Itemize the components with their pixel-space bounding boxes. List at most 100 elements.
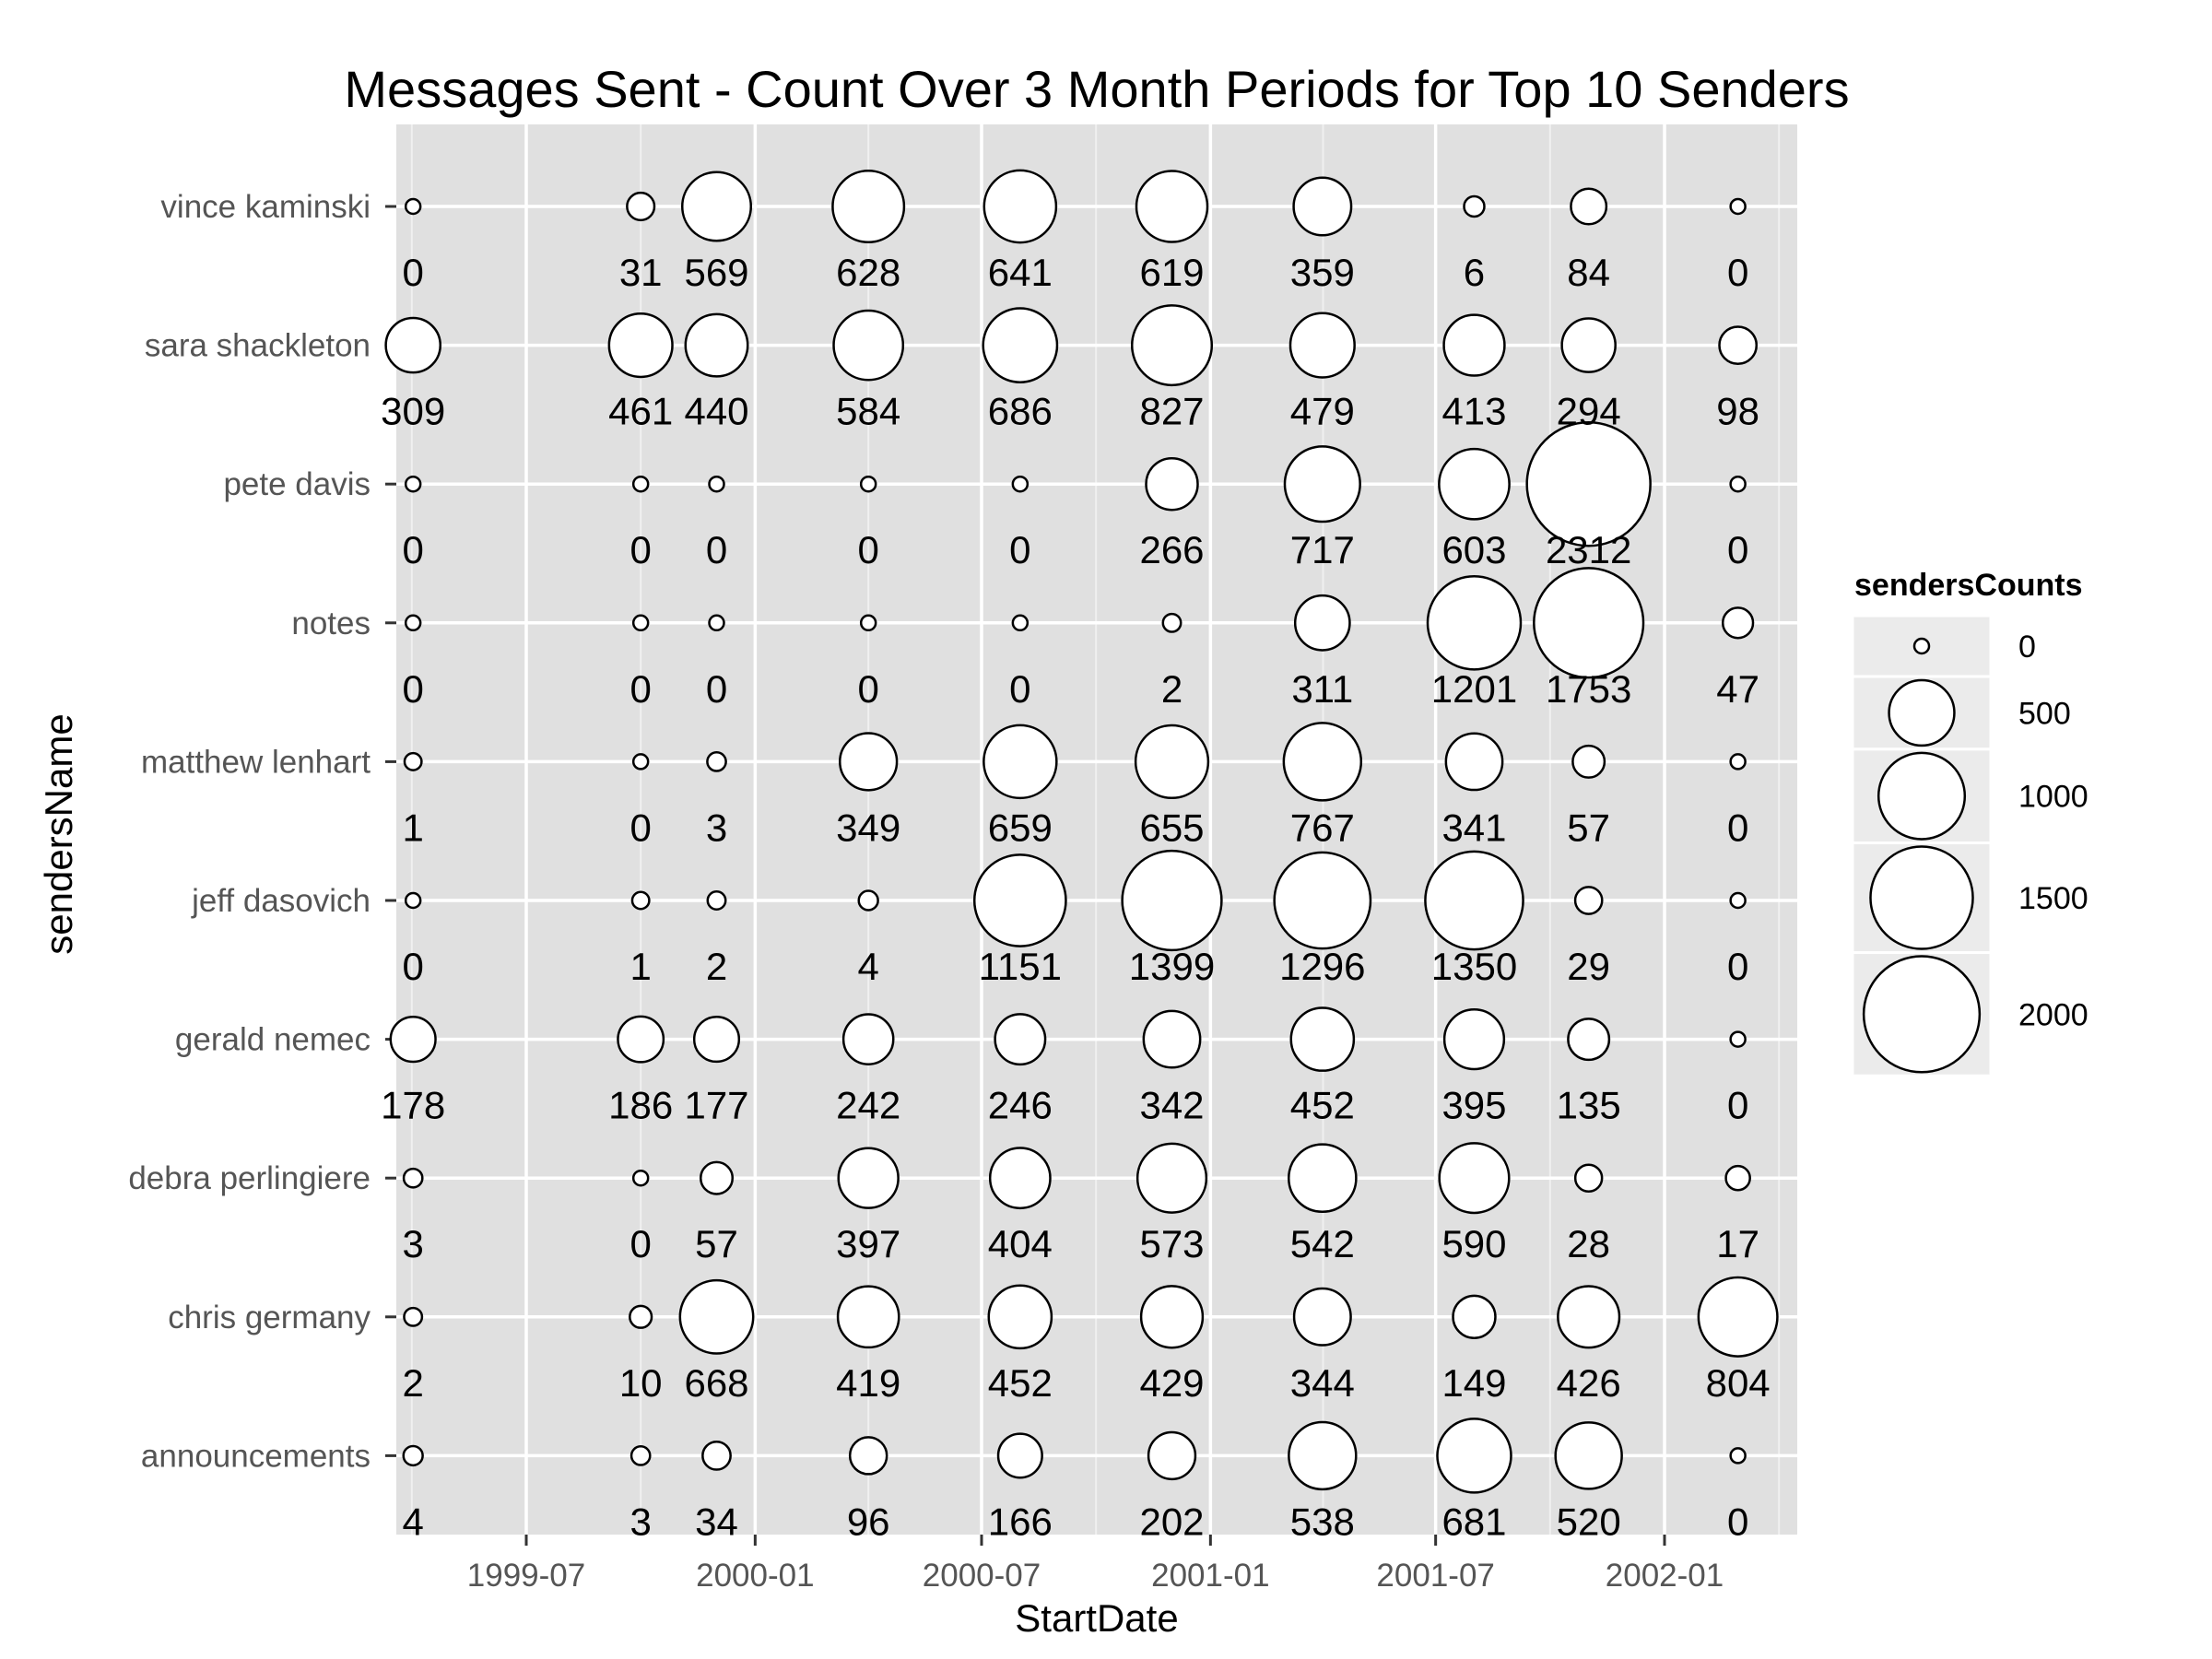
value-label: 96	[847, 1500, 890, 1543]
value-label: 452	[1290, 1084, 1355, 1127]
value-label: 1201	[1431, 667, 1517, 711]
value-label: 246	[988, 1084, 1053, 1127]
value-label: 242	[836, 1084, 900, 1127]
value-label: 359	[1290, 251, 1355, 294]
value-label: 538	[1290, 1500, 1355, 1543]
y-tick-label: jeff dasovich	[191, 883, 371, 919]
bubble-point	[859, 614, 877, 632]
bubble-point	[706, 890, 727, 911]
x-tick-label: 2001-01	[1151, 1558, 1269, 1594]
bubble-point	[1560, 317, 1617, 373]
bubble-point	[1570, 187, 1608, 226]
value-label: 1753	[1546, 667, 1631, 711]
value-label: 2	[402, 1361, 423, 1405]
value-label: 309	[381, 390, 445, 433]
bubble-point	[972, 853, 1067, 947]
value-label: 419	[836, 1361, 900, 1405]
bubble-point	[1554, 1421, 1623, 1490]
legend-bubble	[1877, 751, 1967, 841]
bubble-point	[987, 1284, 1053, 1350]
bubble-point	[631, 614, 650, 632]
value-label: 641	[988, 251, 1053, 294]
legend-bubble	[1912, 637, 1931, 655]
value-label: 6	[1464, 251, 1485, 294]
bubble-point	[629, 1445, 652, 1466]
value-label: 0	[1727, 945, 1748, 988]
size-legend: sendersCounts 0 500 1000 1500 2000	[1851, 568, 2088, 1077]
value-label: 0	[706, 667, 727, 711]
bubble-point	[1292, 1287, 1352, 1347]
value-label: 3	[706, 806, 727, 849]
bubble-point	[848, 1436, 888, 1476]
value-label: 404	[988, 1222, 1053, 1265]
legend-label: 500	[2018, 696, 2071, 731]
bubble-point	[841, 1013, 895, 1065]
bubble-point	[1135, 170, 1209, 243]
bubble-point	[404, 891, 422, 910]
legend-title: sendersCounts	[1854, 568, 2083, 603]
bubble-point	[1573, 1163, 1604, 1193]
bubble-point	[859, 475, 877, 493]
value-label: 17	[1716, 1222, 1759, 1265]
value-label: 767	[1290, 806, 1355, 849]
value-label: 717	[1290, 528, 1355, 571]
value-label: 590	[1441, 1222, 1506, 1265]
legend-bubble	[1869, 845, 1974, 950]
value-label: 0	[857, 667, 878, 711]
bubble-point	[692, 1016, 741, 1064]
bubble-point	[708, 475, 725, 493]
legend-label: 0	[2018, 629, 2036, 665]
x-tick-label: 2001-07	[1376, 1558, 1494, 1594]
bubble-point	[982, 169, 1058, 244]
bubble-point	[1011, 614, 1030, 632]
x-tick-label: 2002-01	[1606, 1558, 1724, 1594]
value-label: 0	[706, 528, 727, 571]
y-axis-title: sendersName	[37, 713, 80, 954]
bubble-point	[1135, 1142, 1208, 1214]
value-label: 341	[1441, 806, 1506, 849]
legend-label: 1000	[2018, 780, 2088, 815]
bubble-point	[1718, 325, 1759, 365]
y-tick-label: debra perlingiere	[128, 1160, 371, 1196]
value-label: 0	[402, 251, 423, 294]
bubble-point	[404, 197, 422, 216]
bubble-point	[1573, 886, 1604, 915]
value-label: 0	[629, 1222, 651, 1265]
value-label: 344	[1290, 1361, 1355, 1405]
value-label: 266	[1139, 528, 1204, 571]
bubble-point	[1444, 732, 1504, 792]
value-label: 0	[1727, 251, 1748, 294]
bubble-point	[1011, 475, 1030, 493]
value-label: 1	[629, 945, 651, 988]
value-label: 28	[1567, 1222, 1610, 1265]
value-label: 426	[1557, 1361, 1621, 1405]
bubble-point	[404, 614, 422, 632]
value-label: 166	[988, 1500, 1053, 1543]
value-label: 520	[1557, 1500, 1621, 1543]
value-label: 0	[1727, 528, 1748, 571]
bubble-point	[1729, 475, 1747, 493]
x-tick-label: 1999-07	[467, 1558, 585, 1594]
value-label: 0	[1009, 667, 1030, 711]
bubble-point	[631, 753, 650, 771]
bubble-point	[1442, 1007, 1506, 1071]
value-label: 178	[381, 1084, 445, 1127]
bubble-point	[631, 475, 650, 493]
bubble-point	[1557, 1285, 1621, 1349]
value-label: 2312	[1546, 528, 1631, 571]
bubble-point	[982, 307, 1059, 383]
value-label: 342	[1139, 1084, 1204, 1127]
bubble-point	[1729, 1030, 1747, 1048]
bubble-point	[1121, 849, 1223, 952]
y-tick-label: sara shackleton	[145, 328, 371, 364]
bubble-point	[1424, 850, 1524, 951]
value-label: 569	[684, 251, 748, 294]
bubble-point	[1134, 724, 1210, 800]
legend-label: 1500	[2018, 881, 2088, 916]
bubble-point	[1438, 447, 1511, 521]
value-label: 461	[608, 390, 673, 433]
value-label: 429	[1139, 1361, 1204, 1405]
bubble-point	[706, 751, 727, 772]
y-tick-label: vince kaminski	[160, 189, 371, 225]
